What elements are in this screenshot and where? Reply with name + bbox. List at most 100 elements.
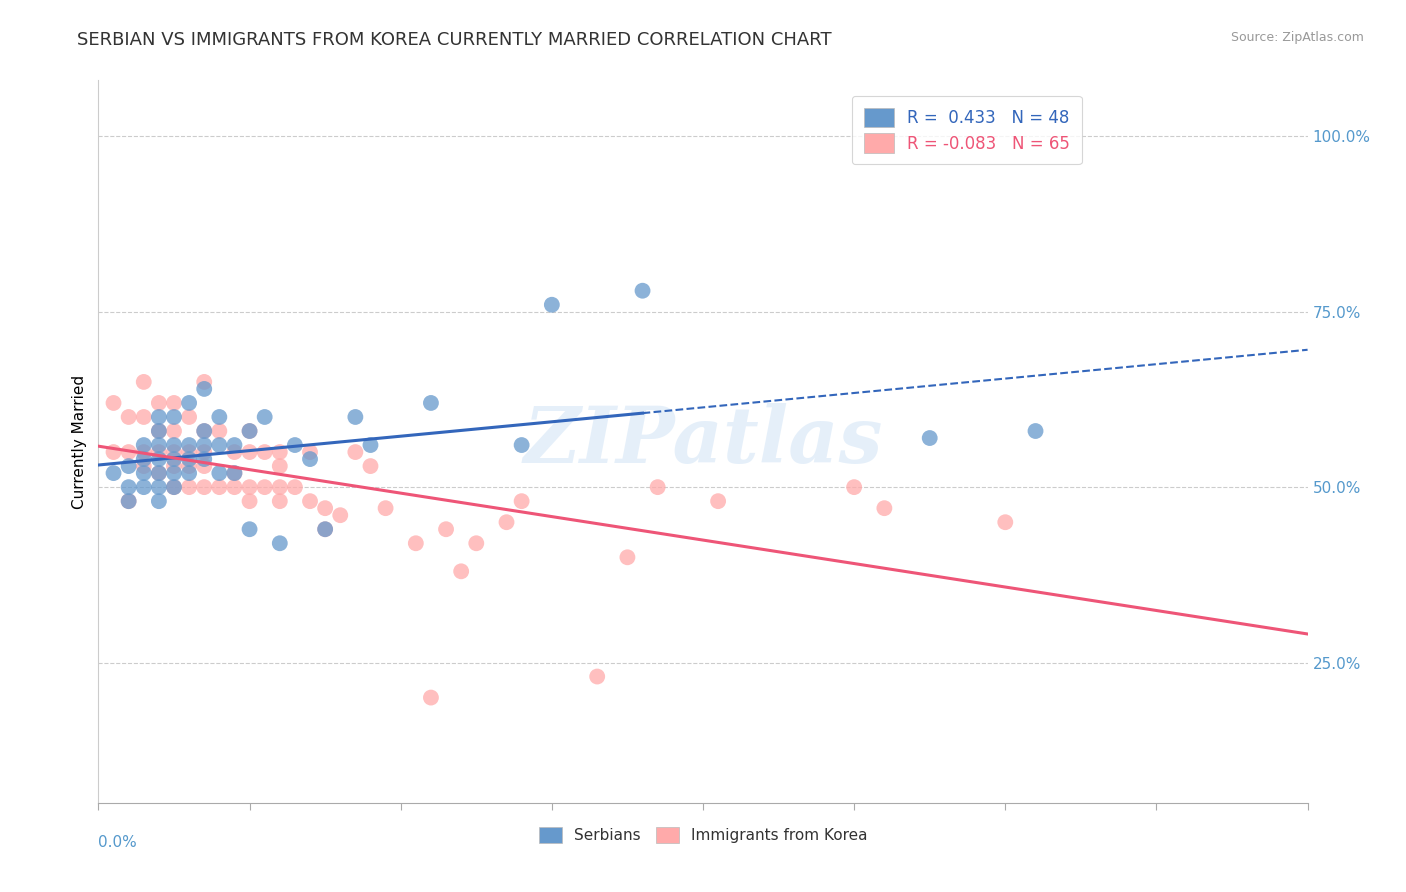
Point	[118, 459, 141, 474]
Point	[239, 480, 262, 494]
Point	[510, 438, 533, 452]
Point	[103, 396, 125, 410]
Point	[103, 445, 125, 459]
Point	[239, 424, 262, 438]
Point	[179, 409, 201, 424]
Point	[132, 409, 155, 424]
Point	[193, 438, 215, 452]
Point	[132, 375, 155, 389]
Point	[314, 501, 336, 516]
Point	[284, 438, 307, 452]
Point	[253, 409, 276, 424]
Point	[148, 445, 170, 459]
Point	[179, 466, 201, 480]
Text: SERBIAN VS IMMIGRANTS FROM KOREA CURRENTLY MARRIED CORRELATION CHART: SERBIAN VS IMMIGRANTS FROM KOREA CURRENT…	[77, 31, 832, 49]
Point	[208, 480, 231, 494]
Point	[299, 494, 322, 508]
Point	[873, 501, 896, 516]
Point	[253, 445, 276, 459]
Point	[269, 494, 291, 508]
Text: Source: ZipAtlas.com: Source: ZipAtlas.com	[1230, 31, 1364, 45]
Point	[148, 438, 170, 452]
Point	[224, 438, 246, 452]
Point	[208, 409, 231, 424]
Point	[994, 515, 1017, 529]
Point	[193, 424, 215, 438]
Point	[163, 424, 186, 438]
Point	[450, 564, 472, 578]
Point	[148, 409, 170, 424]
Point	[193, 452, 215, 467]
Point	[631, 284, 654, 298]
Point	[314, 522, 336, 536]
Point	[239, 445, 262, 459]
Point	[495, 515, 517, 529]
Point	[540, 298, 562, 312]
Point	[193, 445, 215, 459]
Point	[179, 452, 201, 467]
Point	[299, 445, 322, 459]
Point	[163, 396, 186, 410]
Point	[465, 536, 488, 550]
Point	[179, 445, 201, 459]
Point	[224, 466, 246, 480]
Point	[163, 438, 186, 452]
Point	[163, 459, 186, 474]
Point	[132, 480, 155, 494]
Text: ZIPatlas: ZIPatlas	[523, 403, 883, 480]
Point	[179, 480, 201, 494]
Point	[586, 669, 609, 683]
Point	[163, 452, 186, 467]
Point	[163, 409, 186, 424]
Point	[510, 494, 533, 508]
Point	[253, 480, 276, 494]
Point	[148, 466, 170, 480]
Point	[103, 466, 125, 480]
Point	[239, 522, 262, 536]
Point	[239, 424, 262, 438]
Point	[193, 424, 215, 438]
Point	[314, 522, 336, 536]
Point	[420, 690, 443, 705]
Point	[344, 445, 367, 459]
Point	[224, 480, 246, 494]
Point	[224, 466, 246, 480]
Point	[208, 438, 231, 452]
Point	[269, 536, 291, 550]
Point	[269, 445, 291, 459]
Point	[329, 508, 352, 523]
Point	[269, 480, 291, 494]
Point	[179, 438, 201, 452]
Point	[193, 375, 215, 389]
Point	[193, 382, 215, 396]
Point	[132, 466, 155, 480]
Point	[179, 459, 201, 474]
Point	[118, 445, 141, 459]
Y-axis label: Currently Married: Currently Married	[72, 375, 87, 508]
Point	[844, 480, 866, 494]
Point	[118, 494, 141, 508]
Point	[148, 466, 170, 480]
Point	[193, 459, 215, 474]
Point	[163, 480, 186, 494]
Text: 0.0%: 0.0%	[98, 835, 138, 850]
Point	[132, 438, 155, 452]
Point	[179, 396, 201, 410]
Point	[148, 424, 170, 438]
Point	[360, 438, 382, 452]
Point	[299, 452, 322, 467]
Point	[163, 466, 186, 480]
Point	[374, 501, 396, 516]
Point	[132, 452, 155, 467]
Point	[707, 494, 730, 508]
Point	[193, 480, 215, 494]
Point	[132, 459, 155, 474]
Legend: Serbians, Immigrants from Korea: Serbians, Immigrants from Korea	[533, 821, 873, 849]
Point	[208, 424, 231, 438]
Point	[118, 480, 141, 494]
Point	[918, 431, 941, 445]
Point	[239, 494, 262, 508]
Point	[148, 396, 170, 410]
Point	[118, 494, 141, 508]
Point	[224, 445, 246, 459]
